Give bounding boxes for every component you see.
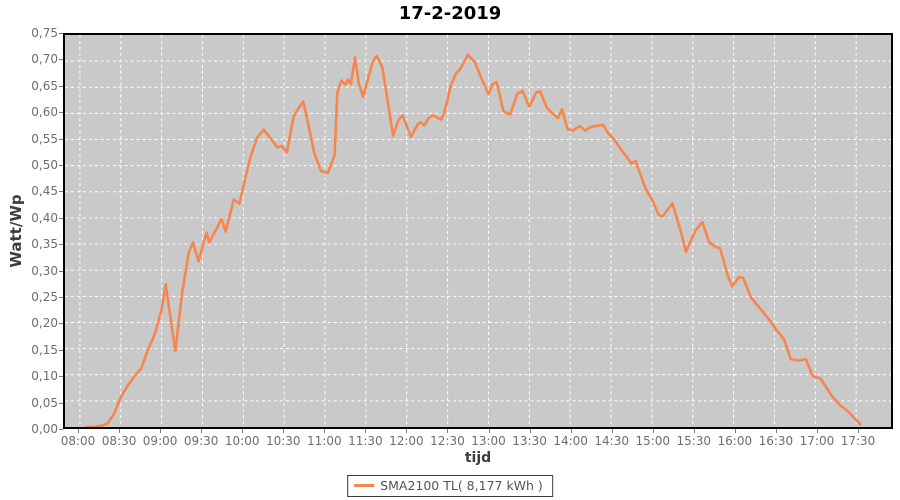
x-tick-mark — [201, 429, 203, 433]
y-tick-label: 0,45 — [31, 184, 58, 199]
y-tick-label: 0,30 — [31, 263, 58, 278]
y-tick-label: 0,55 — [31, 131, 58, 146]
y-tick-label: 0,75 — [31, 26, 58, 40]
plot-svg — [65, 35, 891, 427]
x-tick-mark — [693, 429, 695, 433]
y-tick-mark — [59, 270, 63, 272]
x-tick-label: 09:30 — [183, 434, 219, 448]
horizontal-gridlines — [65, 60, 891, 402]
y-tick-mark — [59, 244, 63, 246]
y-tick-mark — [59, 191, 63, 193]
chart-title: 17-2-2019 — [398, 3, 502, 24]
x-tick-label: 17:00 — [799, 434, 835, 448]
y-tick-label: 0,20 — [31, 316, 58, 331]
x-tick-label: 13:30 — [512, 434, 547, 448]
y-tick-label: 0,25 — [31, 290, 58, 304]
legend-line-marker — [354, 484, 375, 487]
x-tick-mark — [816, 429, 818, 433]
y-tick-mark — [59, 112, 63, 114]
y-tick-mark — [59, 297, 63, 298]
x-tick-mark — [365, 429, 367, 433]
solar-output-line — [85, 53, 862, 427]
y-tick-label: 0,50 — [31, 158, 58, 172]
x-tick-mark — [447, 429, 449, 433]
y-tick-mark — [59, 323, 63, 325]
x-tick-label: 09:00 — [142, 434, 178, 448]
x-tick-mark — [119, 429, 121, 433]
y-tick-mark — [59, 402, 63, 404]
x-tick-mark — [160, 429, 162, 433]
x-tick-mark — [324, 429, 326, 433]
x-tick-label: 11:30 — [348, 434, 383, 448]
y-tick-mark — [59, 85, 63, 87]
vertical-gridlines — [79, 35, 857, 427]
x-tick-mark — [652, 429, 654, 433]
y-tick-label: 0,35 — [31, 237, 58, 252]
x-tick-label: 10:00 — [224, 434, 260, 448]
x-tick-label: 08:30 — [101, 434, 137, 448]
x-tick-label: 17:30 — [840, 434, 876, 448]
x-tick-mark — [78, 429, 79, 433]
x-tick-mark — [488, 429, 490, 433]
x-tick-label: 15:00 — [635, 434, 671, 448]
x-tick-mark — [283, 429, 285, 433]
y-tick-mark — [59, 59, 63, 61]
y-tick-mark — [59, 349, 63, 351]
y-tick-mark — [59, 138, 63, 140]
legend-label: SMA2100 TL( 8,177 kWh ) — [380, 478, 543, 493]
x-tick-label: 16:30 — [758, 434, 794, 448]
y-tick-label: 0,00 — [31, 422, 58, 436]
x-tick-mark — [611, 429, 613, 433]
x-tick-label: 08:00 — [60, 434, 96, 448]
y-tick-label: 0,60 — [31, 105, 58, 120]
x-tick-label: 12:30 — [430, 434, 465, 448]
y-tick-mark — [59, 429, 63, 430]
y-tick-mark — [59, 33, 63, 34]
y-tick-label: 0,05 — [31, 395, 58, 410]
plot-area — [63, 33, 893, 429]
y-tick-mark — [59, 217, 63, 219]
x-tick-mark — [734, 429, 736, 433]
y-tick-label: 0,70 — [31, 52, 58, 67]
x-tick-label: 11:00 — [307, 434, 342, 448]
y-tick-label: 0,15 — [31, 342, 58, 357]
x-tick-label: 10:30 — [265, 434, 301, 448]
y-axis-title: Watt/Wp — [7, 194, 25, 268]
x-tick-mark — [406, 429, 408, 433]
x-tick-mark — [529, 429, 531, 433]
x-tick-mark — [242, 429, 244, 433]
x-tick-mark — [858, 429, 859, 433]
y-tick-mark — [59, 376, 63, 378]
x-tick-label: 14:00 — [553, 434, 588, 448]
x-tick-label: 12:00 — [389, 434, 424, 448]
x-tick-label: 15:30 — [676, 434, 712, 448]
y-tick-label: 0,10 — [31, 369, 58, 384]
x-tick-label: 13:00 — [471, 434, 506, 448]
x-axis-title: tijd — [464, 450, 492, 466]
y-tick-label: 0,65 — [31, 78, 58, 93]
y-tick-mark — [59, 165, 63, 166]
x-tick-mark — [775, 429, 777, 433]
x-tick-label: 14:30 — [594, 434, 629, 448]
y-tick-label: 0,40 — [31, 210, 58, 225]
legend: SMA2100 TL( 8,177 kWh ) — [347, 475, 553, 497]
x-tick-label: 16:00 — [717, 434, 753, 448]
x-tick-mark — [570, 429, 572, 433]
